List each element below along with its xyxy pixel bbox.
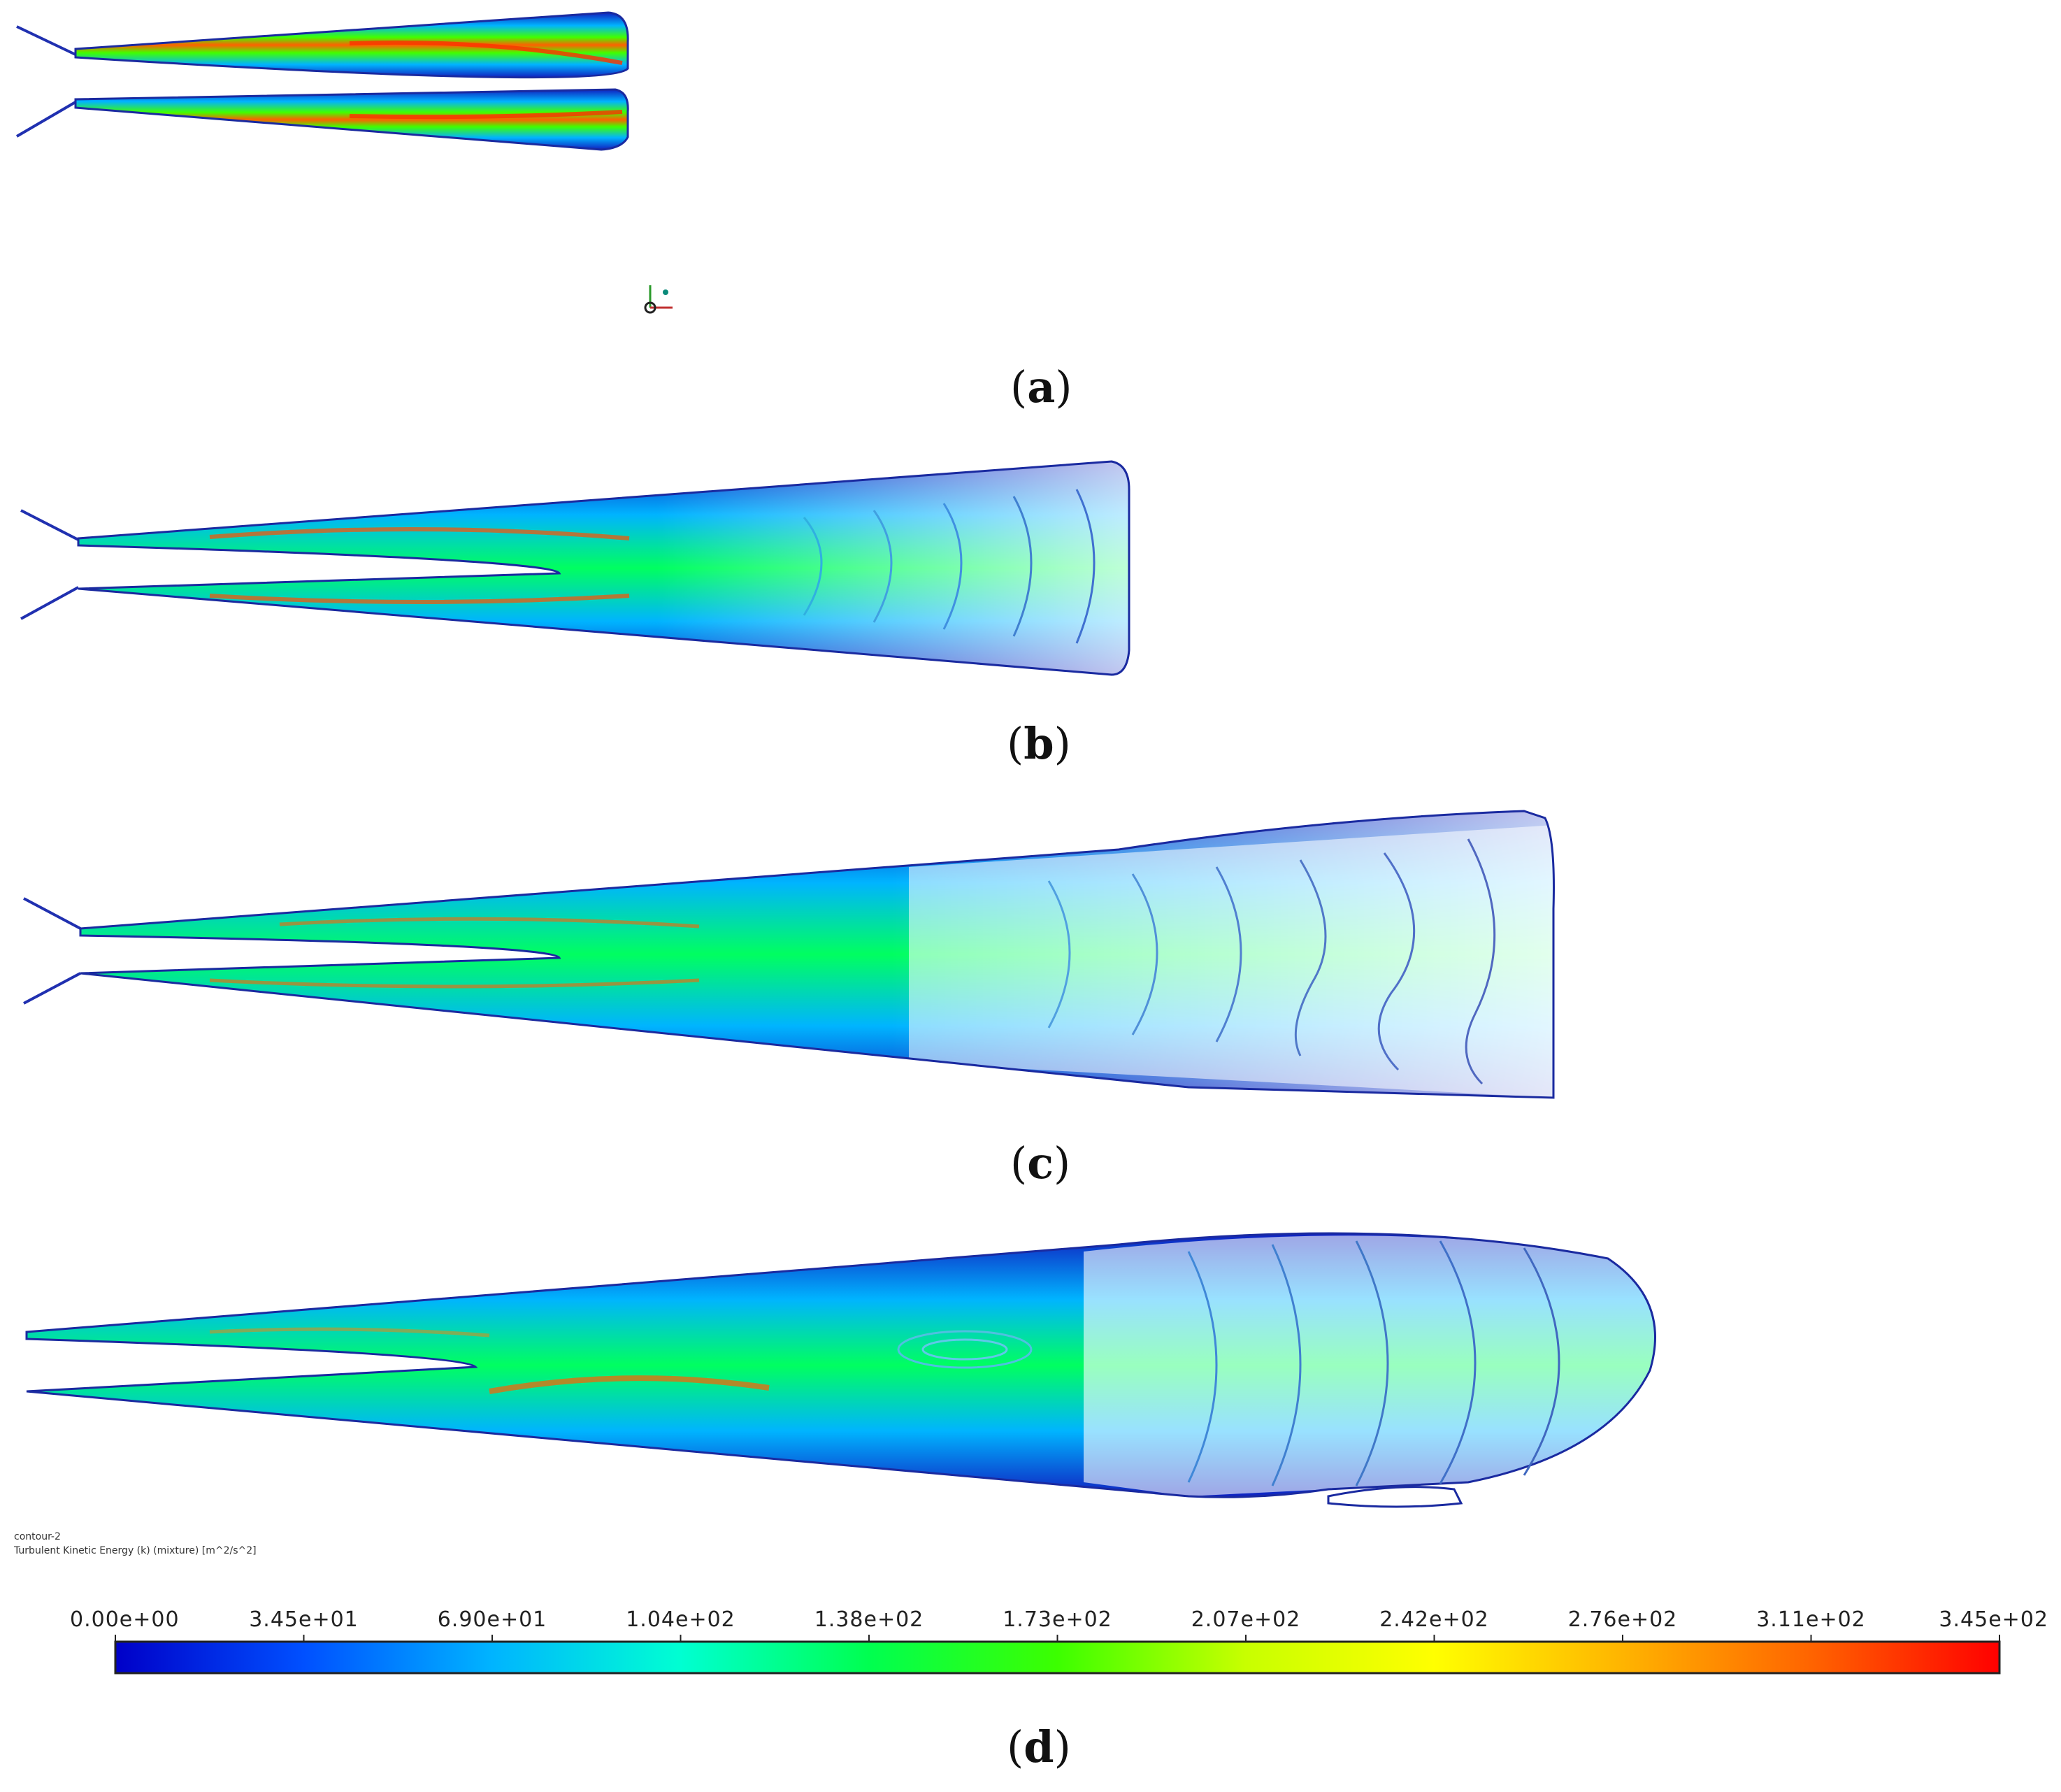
colorbar-tick-label: 2.07e+02	[1191, 1607, 1301, 1632]
colorbar-tick-label: 1.38e+02	[814, 1607, 924, 1632]
panel-d-contour	[25, 1232, 1656, 1508]
panel-b-label: (b)	[1007, 718, 1071, 769]
panel-c-label: (c)	[1010, 1138, 1070, 1189]
colorbar-tick-label: 3.45e+01	[249, 1607, 359, 1632]
panel-c-contour	[23, 810, 1555, 1099]
axis-triad-icon	[644, 285, 673, 314]
panel-d-label: (d)	[1007, 1721, 1071, 1772]
colorbar-tick-label: 1.73e+02	[1003, 1607, 1112, 1632]
contour-name: contour-2	[14, 1531, 61, 1542]
colorbar-ticks: 0.00e+00 3.45e+01 6.90e+01 1.04e+02 1.38e+02…	[70, 1607, 2048, 1642]
colorbar-tick-label: 2.42e+02	[1379, 1607, 1489, 1632]
colorbar	[114, 1640, 2001, 1675]
panel-a-label: (a)	[1010, 361, 1072, 413]
colorbar-tick-label: 0.00e+00	[70, 1607, 180, 1632]
contour-quantity: Turbulent Kinetic Energy (k) (mixture) […	[13, 1545, 257, 1556]
colorbar-tick-label: 2.76e+02	[1568, 1607, 1678, 1632]
colorbar-gradient	[114, 1640, 2001, 1675]
panel-b-contour	[20, 460, 1130, 676]
colorbar-tick-label: 3.45e+02	[1939, 1607, 2048, 1632]
colorbar-tick-label: 3.11e+02	[1756, 1607, 1866, 1632]
panel-a-contour	[15, 11, 629, 151]
colorbar-tick-label: 1.04e+02	[626, 1607, 735, 1632]
colorbar-tick-label: 6.90e+01	[438, 1607, 547, 1632]
